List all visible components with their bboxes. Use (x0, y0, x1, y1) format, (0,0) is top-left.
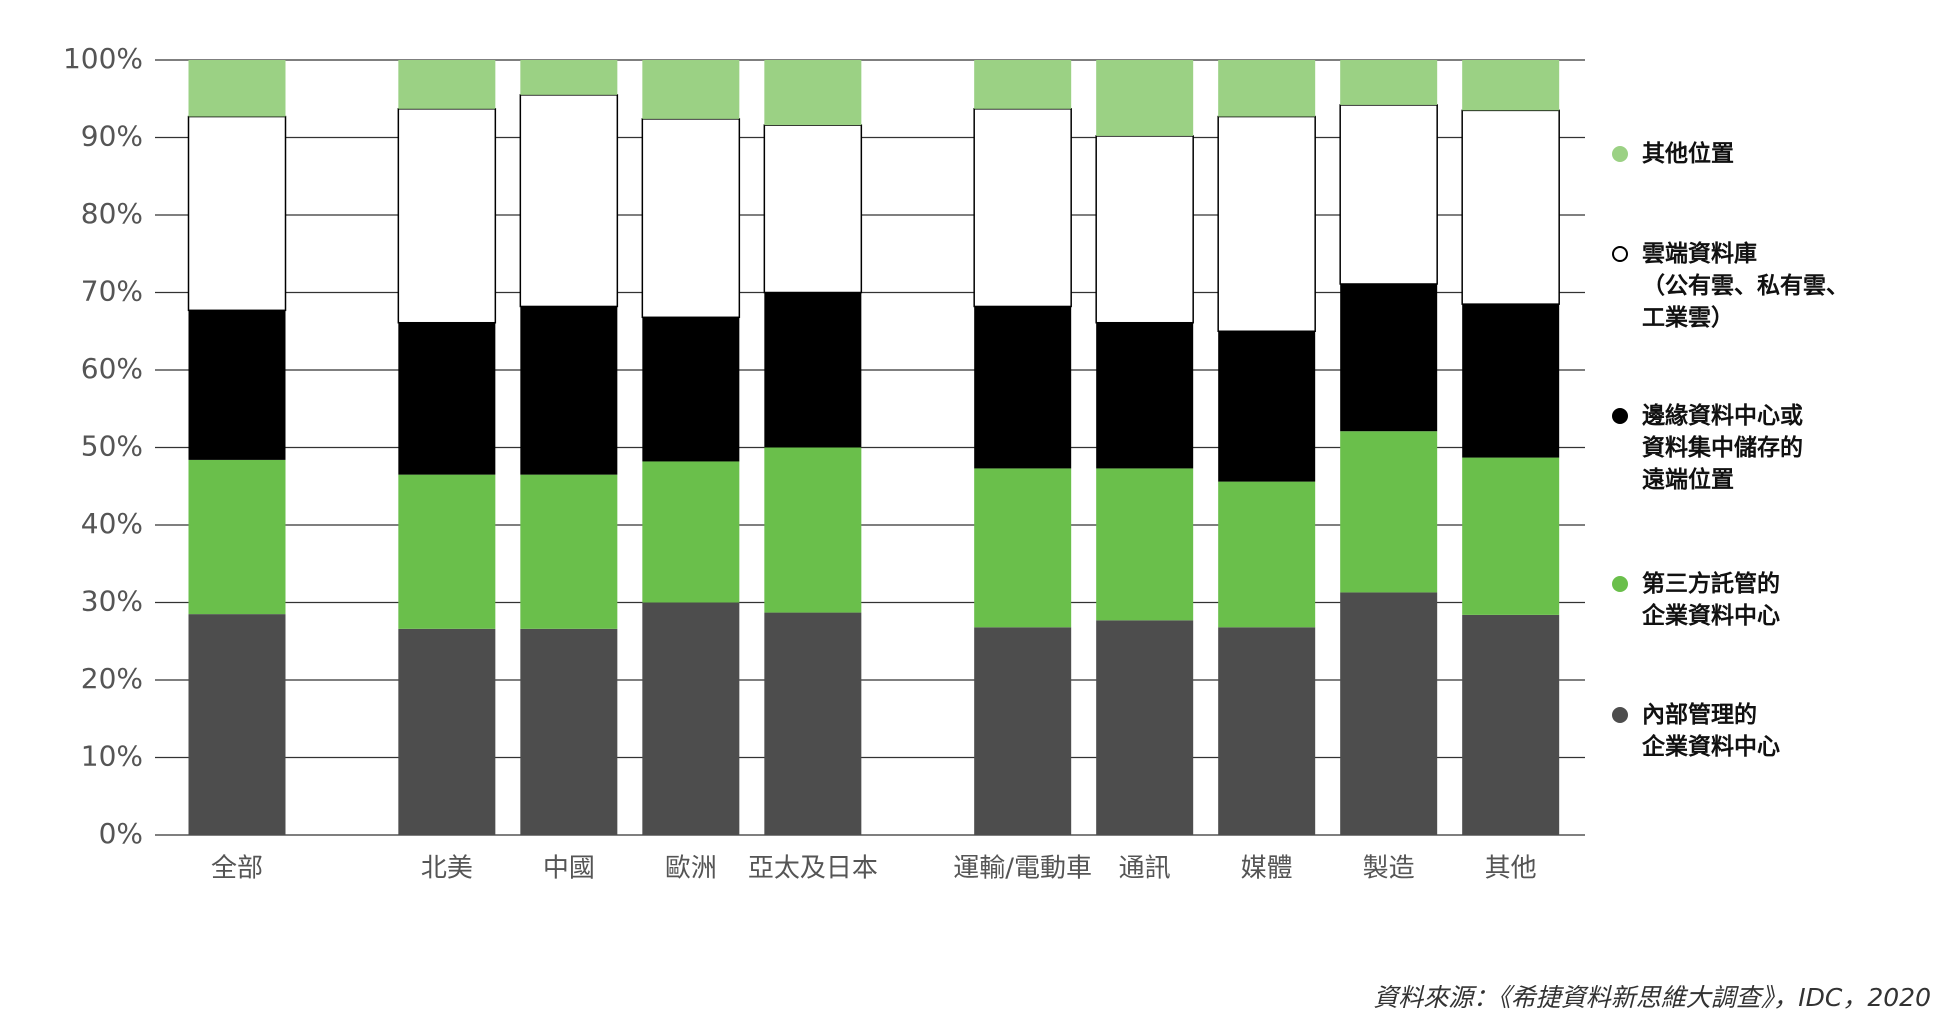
y-tick-label: 30% (81, 585, 143, 618)
bar-segment (397, 108, 497, 324)
y-tick-label: 60% (81, 352, 143, 385)
bar-segment (398, 322, 496, 475)
legend-item: 邊緣資料中心或 資料集中儲存的 遠端位置 (1612, 400, 1803, 496)
legend-label: 內部管理的 企業資料中心 (1642, 702, 1780, 760)
bar-segment (1218, 60, 1316, 117)
bar-segment (1462, 457, 1560, 615)
bar-segment (974, 627, 1072, 835)
bar-segment (520, 60, 618, 95)
y-tick-label: 80% (81, 197, 143, 230)
x-tick-label: 運輸/電動車 (953, 854, 1092, 884)
legend-marker (1612, 246, 1628, 262)
bar-segment (519, 94, 619, 308)
bar-segment (1462, 60, 1560, 111)
bar-segment (1462, 614, 1560, 835)
bar-segment (764, 612, 862, 835)
x-tick-label: 通訊 (1119, 854, 1171, 884)
bar-segment (974, 468, 1072, 628)
bar-segment (1340, 431, 1438, 593)
bar-segment (642, 60, 740, 119)
legend-marker (1612, 576, 1628, 592)
bar-segment (520, 474, 618, 629)
bar-segment (1340, 592, 1438, 835)
bar-segment (1218, 481, 1316, 628)
bar-segment (188, 310, 286, 460)
bar-segment (1461, 109, 1560, 305)
bar-segment (763, 124, 863, 294)
bar-segment (764, 292, 862, 448)
legend-item: 內部管理的 企業資料中心 (1612, 699, 1780, 763)
bar-segment (1462, 304, 1560, 458)
legend-label: 雲端資料庫 （公有雲、私有雲、 工業雲） (1642, 241, 1849, 331)
x-tick-label: 全部 (211, 854, 263, 884)
bar-segment (642, 461, 740, 603)
bar-segment (1218, 331, 1316, 482)
y-tick-label: 70% (81, 275, 143, 308)
bar-segment (187, 115, 287, 312)
y-tick-label: 50% (81, 430, 143, 463)
bar-segment (974, 60, 1072, 109)
bar-segment (1217, 115, 1316, 332)
bar-segment (188, 614, 286, 835)
x-tick-label: 北美 (421, 854, 473, 884)
bar-segment (398, 60, 496, 109)
legend-item: 其他位置 (1612, 138, 1734, 170)
legend-label: 邊緣資料中心或 資料集中儲存的 遠端位置 (1642, 403, 1803, 493)
bar-segment (1340, 60, 1438, 105)
bar-segment (642, 317, 740, 462)
x-tick-label: 中國 (543, 854, 595, 884)
x-tick-label: 其他 (1485, 854, 1537, 884)
y-tick-label: 10% (81, 740, 143, 773)
bar-segment (642, 602, 740, 835)
source: 資料來源：《希捷資料新思維大調查》，IDC，2020 (1373, 983, 1931, 1012)
x-tick-label: 製造 (1363, 854, 1415, 884)
bar-segment (1096, 468, 1194, 621)
legend-marker (1612, 408, 1628, 424)
legend-item: 雲端資料庫 （公有雲、私有雲、 工業雲） (1612, 238, 1849, 334)
bar-segment (764, 60, 862, 126)
legend-label: 第三方託管的 企業資料中心 (1642, 571, 1780, 629)
bar-segment (1340, 283, 1438, 432)
x-tick-label: 媒體 (1241, 854, 1293, 884)
bar-segment (1096, 620, 1194, 835)
x-tick-label: 亞太及日本 (748, 854, 878, 884)
bar-segment (973, 108, 1072, 308)
bar-segment (398, 628, 496, 835)
legend-item: 第三方託管的 企業資料中心 (1612, 568, 1780, 632)
bar-segment (641, 118, 741, 319)
bar-segment (974, 306, 1072, 469)
y-tick-label: 0% (99, 817, 143, 850)
y-tick-label: 90% (81, 120, 143, 153)
bar-segment (1095, 135, 1194, 324)
bar-segment (398, 474, 496, 629)
bar-segment (1339, 104, 1438, 285)
legend-label: 其他位置 (1642, 141, 1734, 167)
bar-segment (1218, 627, 1316, 835)
bar-segment (188, 60, 286, 117)
legend-marker (1612, 146, 1628, 162)
legend-marker (1612, 707, 1628, 723)
y-tick-label: 20% (81, 662, 143, 695)
bar-segment (188, 459, 286, 615)
bar-segment (764, 447, 862, 613)
bar-segment (1096, 60, 1194, 136)
bar-segment (1096, 322, 1194, 469)
y-tick-label: 100% (63, 42, 143, 75)
bar-segment (520, 306, 618, 475)
y-tick-label: 40% (81, 507, 143, 540)
bar-segment (520, 628, 618, 835)
x-tick-label: 歐洲 (665, 854, 717, 884)
